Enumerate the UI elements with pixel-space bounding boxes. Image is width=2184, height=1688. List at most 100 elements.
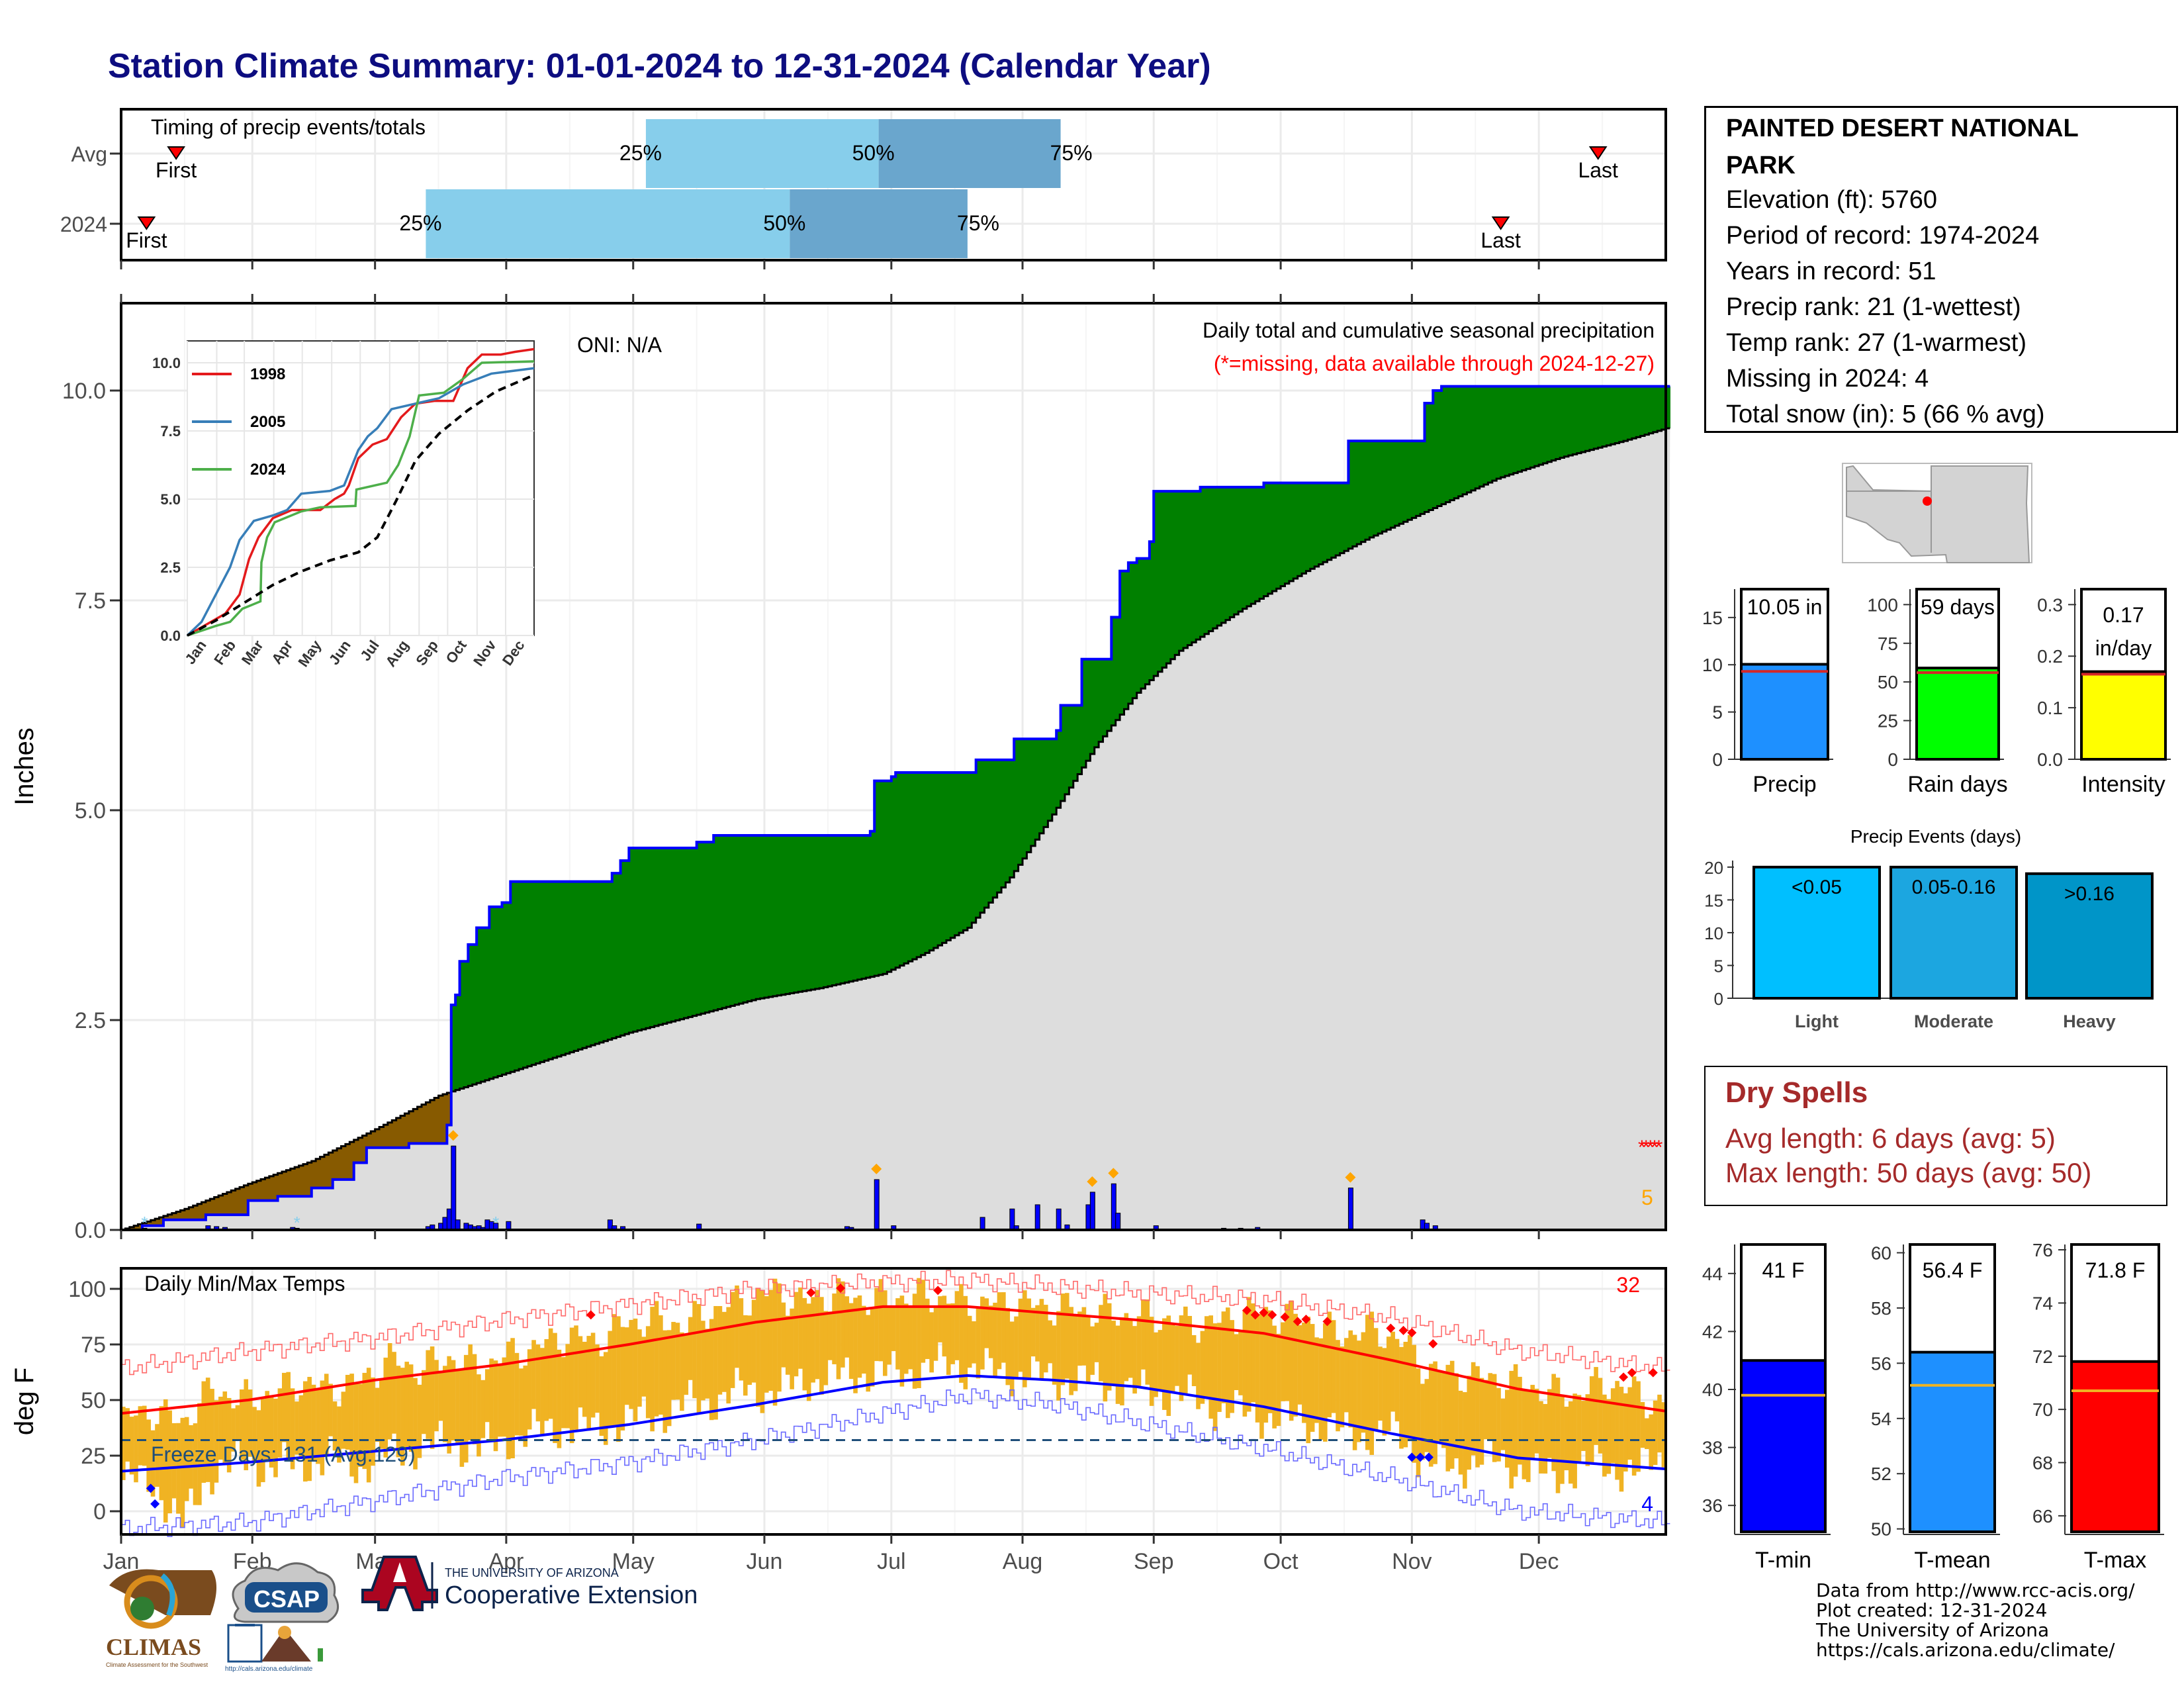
daily-temp-bar [1238, 1330, 1243, 1395]
record-high-marker [1280, 1312, 1290, 1322]
above-average-area [451, 386, 1670, 1092]
precip-y-tick-label: 5.0 [75, 798, 106, 823]
daily-temp-bar [235, 1405, 240, 1440]
tsum-y-tick-label: 70 [2032, 1399, 2053, 1420]
daily-temp-bar [862, 1305, 866, 1374]
daily-temp-bar [1449, 1360, 1455, 1469]
daily-temp-bar [1471, 1362, 1476, 1456]
daily-temp-bar [1585, 1394, 1590, 1466]
tsum-category-label: T-max [2084, 1548, 2146, 1573]
daily-temp-bar [899, 1295, 905, 1387]
events-y-tick-label: 5 [1714, 956, 1723, 976]
events-y-tick-label: 20 [1704, 858, 1723, 878]
daily-temp-bar [569, 1327, 574, 1444]
daily-temp-bar [544, 1338, 549, 1421]
first-label: First [156, 158, 197, 182]
daily-temp-bar [1026, 1298, 1032, 1380]
daily-temp-bar [696, 1303, 702, 1414]
climas-text: CLIMAS [106, 1634, 201, 1660]
daily-temp-bar [1602, 1394, 1607, 1477]
avg-cumulative-area [121, 428, 1670, 1230]
quartile-bar-lower [426, 189, 790, 258]
daily-temp-bar [442, 1366, 447, 1442]
daily-precip-bar [1347, 1188, 1353, 1231]
daily-temp-bar [121, 1407, 126, 1480]
daily-temp-bar [929, 1312, 934, 1373]
temp-y-tick-label: 50 [81, 1388, 106, 1413]
heavy-event-marker [871, 1163, 882, 1174]
daily-temp-bar [844, 1296, 850, 1358]
daily-temp-bar [1281, 1322, 1285, 1401]
tsum-y-tick-label: 52 [1871, 1464, 1891, 1484]
tsum-y-tick-label: 40 [1702, 1380, 1723, 1400]
dry-spells-avg: Avg length: 6 days (avg: 5) [1725, 1123, 2056, 1154]
summary-y-tick-label: 0.3 [2037, 594, 2063, 615]
summary-y-tick-label: 0 [1712, 749, 1723, 770]
daily-temp-bar [794, 1291, 799, 1377]
daily-temp-bar [426, 1350, 431, 1439]
daily-temp-bar [1560, 1395, 1565, 1484]
daily-temp-bar [815, 1289, 820, 1380]
events-bar-label: >0.16 [2064, 883, 2115, 905]
freeze-days-label: Freeze Days: 131 (Avg:129) [151, 1442, 416, 1466]
quartile-bar-upper [878, 119, 1061, 188]
daily-temp-bar [1200, 1331, 1205, 1404]
daily-temp-bar [629, 1319, 633, 1409]
daily-temp-bar [307, 1376, 312, 1481]
events-category-label: Heavy [2063, 1011, 2116, 1031]
daily-temp-bar [950, 1303, 955, 1364]
daily-temp-bar [387, 1342, 392, 1440]
precip-note: Daily total and cumulative seasonal prec… [1203, 318, 1655, 342]
daily-temp-bar [341, 1391, 346, 1449]
daily-temp-bar [1094, 1323, 1099, 1362]
location-map [1842, 463, 2032, 563]
record-high-marker [1301, 1315, 1311, 1325]
daily-temp-bar [1412, 1344, 1416, 1463]
daily-temp-bar [332, 1401, 338, 1451]
daily-temp-bar [730, 1291, 735, 1388]
daily-temp-bar [155, 1424, 159, 1487]
heavy-event-marker [1087, 1176, 1098, 1187]
month-label: Oct [1263, 1549, 1298, 1574]
climas-subtext: Climate Assessment for the Southwest [106, 1662, 208, 1668]
daily-temp-bar [1336, 1340, 1340, 1432]
daily-temp-bar [1044, 1305, 1048, 1373]
daily-temp-bar [273, 1398, 278, 1477]
temp-panel: 0 25 50 75 100 Daily Min/Max Temps Freeze Days… [10, 1267, 1670, 1537]
daily-precip-bar [1056, 1208, 1062, 1231]
daily-temp-bar [1314, 1337, 1319, 1423]
daily-temp-bar [764, 1296, 769, 1393]
daily-temp-bar [1530, 1385, 1535, 1458]
inset-y-tick-label: 2.5 [160, 559, 181, 576]
daily-temp-bar [806, 1303, 811, 1401]
daily-temp-bar [1661, 1402, 1666, 1468]
daily-temp-bar [603, 1352, 608, 1445]
daily-temp-bar [1136, 1316, 1142, 1386]
daily-temp-bar [903, 1303, 909, 1374]
summary-y-tick-label: 25 [1878, 711, 1898, 731]
inset-y-tick-label: 10.0 [152, 355, 181, 371]
daily-temp-bar [298, 1395, 304, 1458]
hot-days-count: 32 [1616, 1273, 1640, 1297]
daily-temp-bar [1522, 1390, 1527, 1479]
precip-y-tick-label: 0.0 [75, 1218, 106, 1243]
daily-temp-bar [214, 1400, 219, 1483]
daily-temp-bar [659, 1315, 663, 1415]
daily-temp-bar [853, 1297, 858, 1393]
daily-temp-bar [1433, 1361, 1437, 1464]
daily-temp-bar [1525, 1391, 1531, 1482]
daily-temp-bar [781, 1302, 786, 1368]
daily-temp-bar [404, 1362, 410, 1450]
temp-title: Daily Min/Max Temps [144, 1272, 345, 1295]
daily-temp-bar [434, 1360, 439, 1432]
daily-precip-bar [455, 1219, 461, 1231]
daily-temp-bar [535, 1344, 541, 1422]
daily-temp-bar [692, 1301, 697, 1399]
daily-temp-bar [1073, 1315, 1078, 1391]
daily-temp-bar [265, 1391, 270, 1462]
daily-temp-bar [713, 1305, 718, 1420]
summary-value-label: 59 days [1921, 595, 1995, 619]
daily-temp-bar [756, 1288, 760, 1407]
daily-temp-bar [616, 1316, 621, 1442]
daily-temp-bar [375, 1387, 380, 1442]
